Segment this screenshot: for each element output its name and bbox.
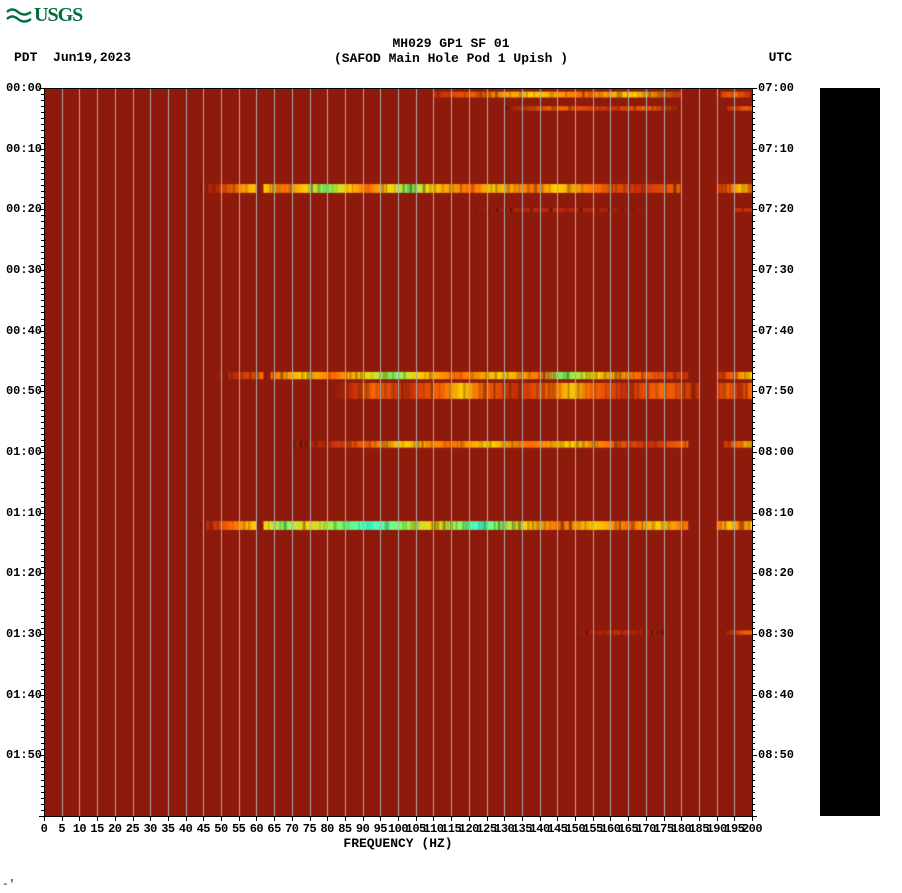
x-tick-label: 15 [90,822,103,836]
plot-border [44,816,752,817]
x-tick-label: 50 [214,822,227,836]
y-left-label: 01:20 [0,566,42,580]
header-right-tz: UTC [769,50,792,65]
usgs-logo-text: USGS [34,4,82,27]
y-right-label: 08:10 [758,506,806,520]
title-line2: (SAFOD Main Hole Pod 1 Upish ) [0,51,902,66]
colorbar-legend [820,88,880,816]
x-tick-label: 80 [320,822,333,836]
y-right-label: 08:20 [758,566,806,580]
usgs-wave-icon [6,6,32,26]
y-right-label: 07:30 [758,263,806,277]
x-tick-label: 45 [197,822,210,836]
x-tick-label: 0 [41,822,48,836]
y-right-label: 08:40 [758,688,806,702]
y-left-label: 00:20 [0,202,42,216]
footer-mark: -' [2,879,15,891]
y-right-label: 07:00 [758,81,806,95]
y-right-label: 08:00 [758,445,806,459]
y-left-label: 01:50 [0,748,42,762]
y-left-label: 00:40 [0,324,42,338]
x-tick-label: 60 [250,822,263,836]
x-tick-label: 20 [108,822,121,836]
x-tick-label: 35 [161,822,174,836]
y-left-label: 01:40 [0,688,42,702]
x-tick-label: 40 [179,822,192,836]
y-right-label: 07:20 [758,202,806,216]
usgs-logo: USGS [6,4,82,27]
plot-title: MH029 GP1 SF 01 (SAFOD Main Hole Pod 1 U… [0,36,902,66]
x-tick-label: 200 [742,822,762,836]
x-tick-label: 85 [338,822,351,836]
x-tick-label: 10 [73,822,86,836]
x-tick-label: 75 [303,822,316,836]
y-left-label: 01:10 [0,506,42,520]
x-tick-label: 5 [58,822,65,836]
left-tz: PDT [14,50,37,65]
spectrogram-plot [44,88,752,816]
header-date: Jun19,2023 [53,50,131,65]
y-left-label: 01:30 [0,627,42,641]
y-right-label: 08:30 [758,627,806,641]
x-tick-label: 25 [126,822,139,836]
x-tick-label: 90 [356,822,369,836]
x-tick [752,816,753,821]
y-left-label: 00:50 [0,384,42,398]
y-left-label: 00:30 [0,263,42,277]
plot-border [752,88,753,816]
x-tick-label: 55 [232,822,245,836]
y-right-label: 07:50 [758,384,806,398]
y-right-label: 08:50 [758,748,806,762]
x-tick-label: 95 [374,822,387,836]
x-axis-title: FREQUENCY (HZ) [338,836,458,851]
x-tick-label: 65 [267,822,280,836]
x-tick-label: 30 [143,822,156,836]
y-left-label: 00:00 [0,81,42,95]
plot-border [44,88,752,89]
plot-border [44,88,45,816]
x-tick-label: 70 [285,822,298,836]
y-right-label: 07:10 [758,142,806,156]
header-left: PDT Jun19,2023 [14,50,131,65]
y-left-label: 00:10 [0,142,42,156]
y-left-label: 01:00 [0,445,42,459]
title-line1: MH029 GP1 SF 01 [0,36,902,51]
y-right-label: 07:40 [758,324,806,338]
